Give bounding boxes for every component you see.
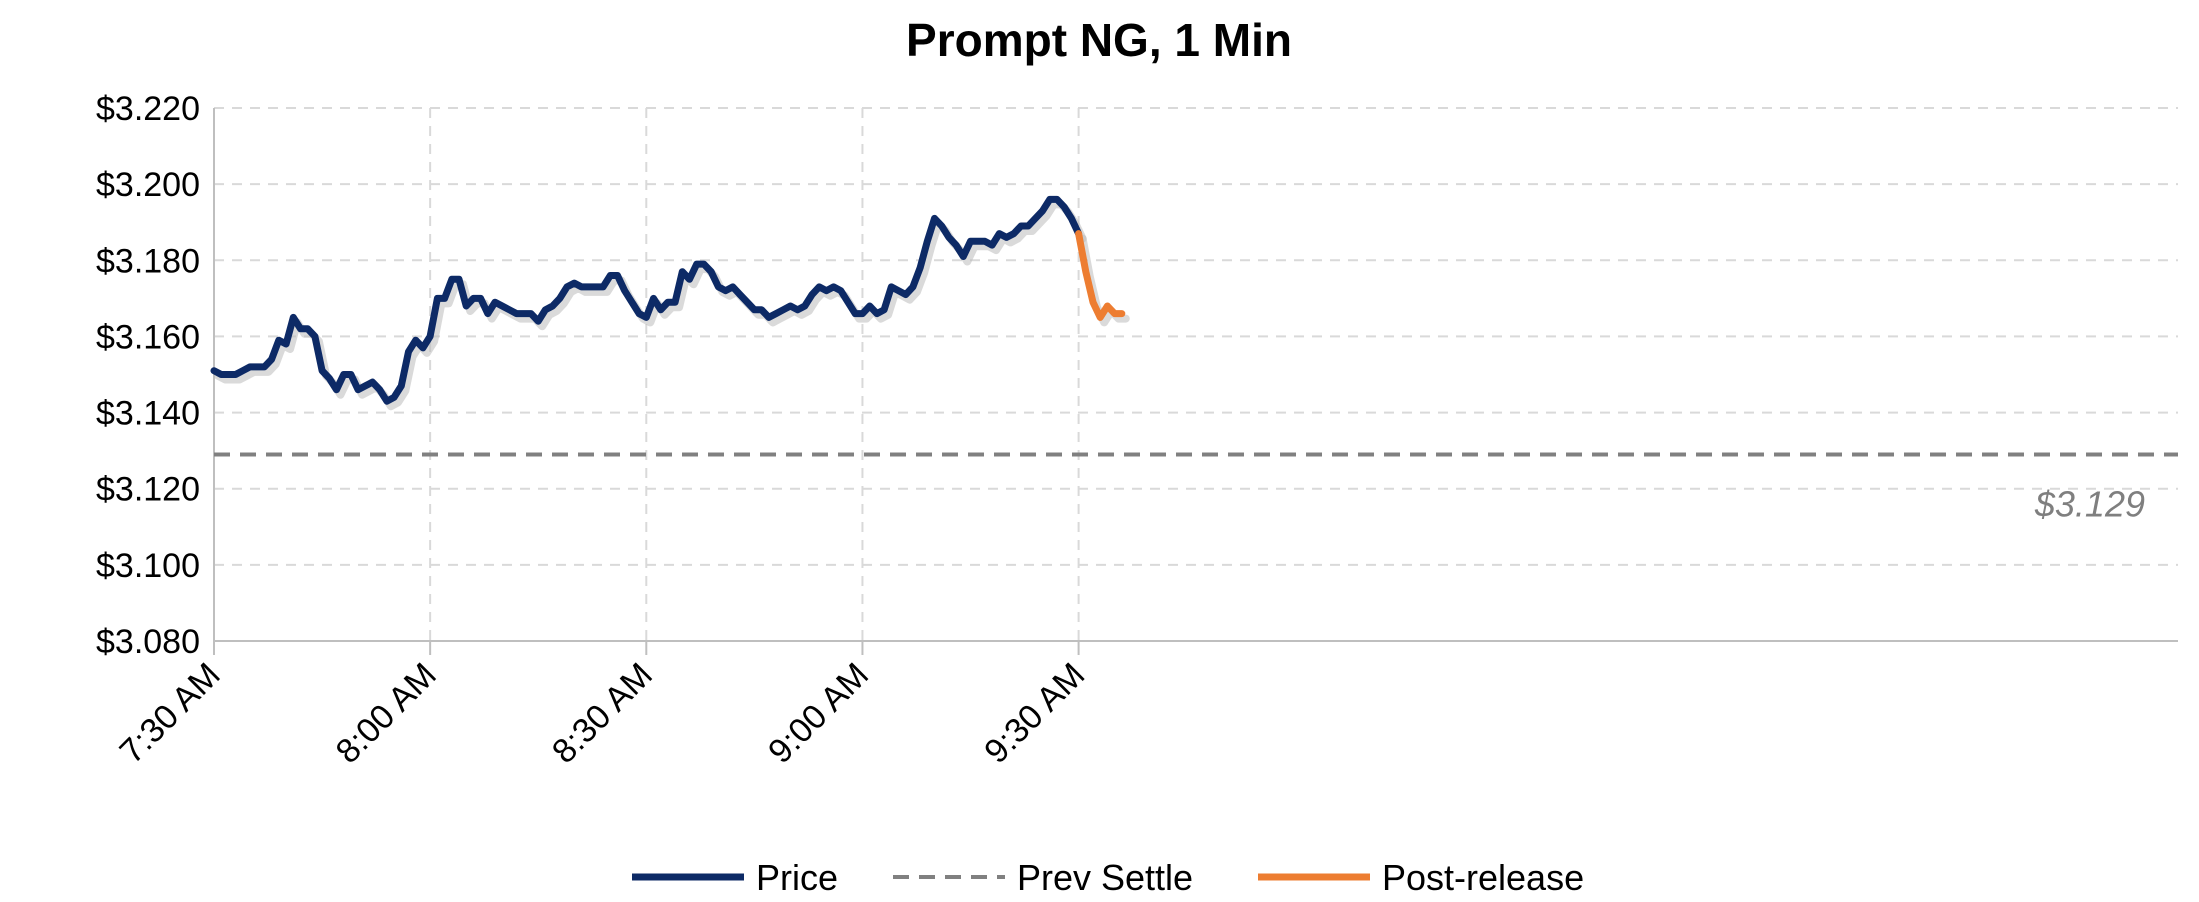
x-tick-label: 8:30 AM bbox=[545, 656, 660, 771]
price-line bbox=[210, 195, 1083, 405]
x-tick-label: 9:30 AM bbox=[977, 656, 1092, 771]
prev-settle-label: $3.129 bbox=[2034, 483, 2145, 524]
y-tick-label: $3.100 bbox=[96, 547, 200, 585]
y-axis-ticks: $3.080 $3.100 $3.120 $3.140 $3.160 $3.180 $3.2… bbox=[96, 90, 200, 661]
x-tick-label: 7:30 AM bbox=[113, 656, 228, 771]
axes bbox=[213, 108, 2178, 655]
post-release-line bbox=[1075, 230, 1126, 321]
y-tick-label: $3.200 bbox=[96, 166, 200, 204]
x-tick-label: 8:00 AM bbox=[329, 656, 444, 771]
gridlines bbox=[214, 107, 2178, 641]
x-tick-label: 9:00 AM bbox=[761, 656, 876, 771]
legend-label: Price bbox=[756, 857, 838, 898]
chart-title: Prompt NG, 1 Min bbox=[906, 14, 1292, 66]
legend: Price Prev Settle Post-release bbox=[632, 857, 1584, 898]
y-tick-label: $3.180 bbox=[96, 242, 200, 280]
y-tick-label: $3.080 bbox=[96, 623, 200, 661]
x-axis-ticks: 7:30 AM 8:00 AM 8:30 AM 9:00 AM 9:30 AM bbox=[113, 656, 1093, 771]
series-lines bbox=[210, 195, 2178, 457]
legend-label: Post-release bbox=[1382, 857, 1584, 898]
y-tick-label: $3.160 bbox=[96, 318, 200, 356]
y-tick-label: $3.220 bbox=[96, 90, 200, 128]
legend-label: Prev Settle bbox=[1017, 857, 1193, 898]
y-tick-label: $3.120 bbox=[96, 471, 200, 509]
y-tick-label: $3.140 bbox=[96, 395, 200, 433]
